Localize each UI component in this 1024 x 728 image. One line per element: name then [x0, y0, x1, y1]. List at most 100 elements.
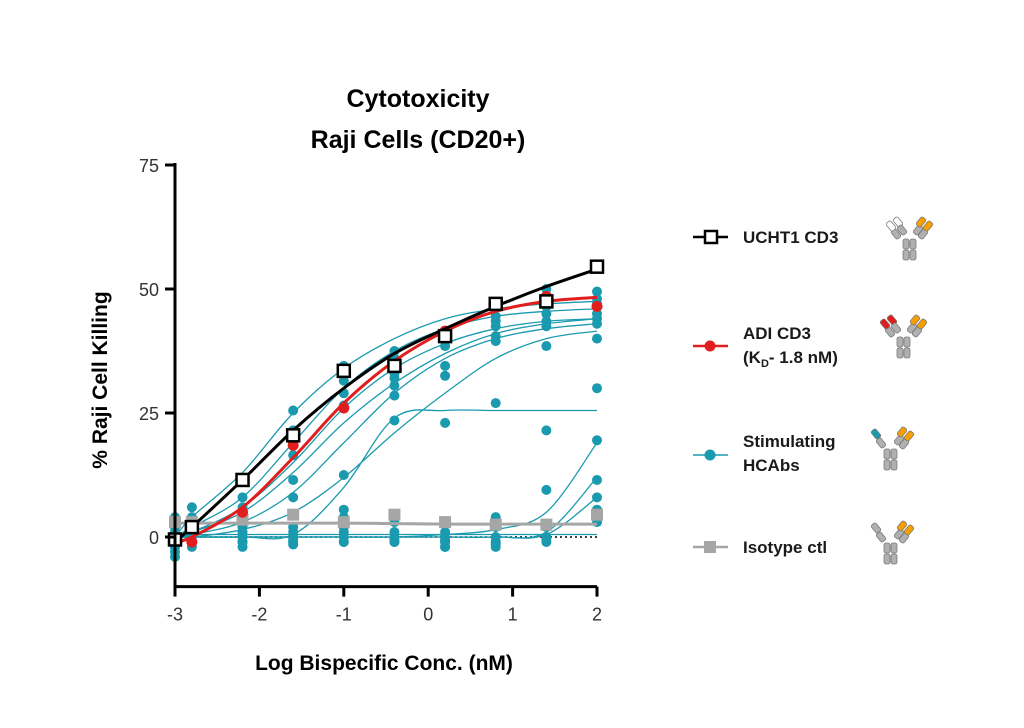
x-tick-label: 2	[592, 605, 602, 625]
hcab-data-point	[592, 435, 602, 446]
adi-cd3-data-point	[237, 506, 249, 518]
hcab-data-point	[288, 474, 299, 485]
plot-area	[167, 259, 605, 562]
hcab-data-point	[541, 484, 552, 495]
chart-title-line-2: Raji Cells (CD20+)	[311, 126, 526, 154]
hcab-data-point	[592, 474, 602, 485]
antibody-isotype-icon	[870, 520, 915, 565]
isotype-data-point	[287, 508, 300, 521]
hcab-data-point	[440, 360, 451, 371]
hcab-fit-curve	[174, 308, 598, 538]
legend-marker-gray-square	[704, 541, 716, 553]
x-tick-label: 0	[423, 605, 433, 625]
chart-title-line-1: Cytotoxicity	[346, 85, 489, 113]
hcab-data-point	[490, 336, 501, 347]
isotype-data-point	[540, 518, 553, 531]
ucht1-cd3-data-point	[184, 519, 200, 535]
chart-title: Cytotoxicity Raji Cells (CD20+)	[311, 85, 526, 154]
hcab-data-point	[237, 492, 248, 503]
adi-cd3-fit-curve	[174, 295, 598, 544]
hcab-data-point	[592, 333, 602, 344]
isotype-data-point	[591, 508, 603, 521]
hcab-data-point	[389, 390, 400, 401]
y-tick-label: 0	[149, 528, 159, 548]
hcab-data-point	[440, 534, 451, 545]
isotype-data-point	[337, 516, 350, 529]
x-tick-label: -3	[167, 605, 183, 625]
hcab-data-point	[490, 541, 501, 552]
hcab-data-point	[237, 536, 248, 547]
isotype-data-point	[439, 516, 452, 529]
antibody-hcab-icon	[870, 426, 915, 471]
hcab-data-point	[490, 398, 501, 409]
antibody-adi-icon	[879, 314, 928, 359]
isotype-data-point	[489, 518, 502, 531]
legend: UCHT1 CD3 ADI CD3 (KD- 1.8 nM) Stimulating H…	[693, 216, 934, 565]
legend-marker-open-square	[703, 229, 719, 245]
legend-marker-red-circle	[704, 340, 716, 352]
hcab-data-point	[338, 504, 349, 515]
legend-label-hcabs-line-2: HCAbs	[743, 456, 800, 475]
hcab-data-point	[389, 373, 400, 384]
hcab-data-point	[288, 405, 299, 416]
legend-label-isotype-ctl: Isotype ctl	[743, 538, 827, 557]
hcab-data-point	[440, 417, 451, 428]
hcab-data-point	[338, 470, 349, 480]
legend-marker-teal-circle	[704, 449, 716, 461]
hcab-data-point	[440, 370, 451, 381]
ucht1-cd3-data-point	[488, 296, 503, 312]
hcab-data-point	[541, 534, 552, 545]
legend-label-ucht1-cd3: UCHT1 CD3	[743, 228, 838, 247]
hcab-data-point	[389, 415, 400, 426]
ucht1-cd3-fit-curve	[174, 267, 598, 544]
x-tick-label: -1	[336, 605, 352, 625]
hcab-data-point	[592, 492, 602, 503]
hcab-data-point	[541, 341, 552, 352]
legend-label-adi-cd3-line-1: ADI CD3	[743, 324, 811, 343]
hcab-data-point	[288, 450, 299, 461]
ucht1-cd3-data-point	[285, 428, 301, 443]
hcab-fit-curve	[174, 300, 598, 538]
x-tick-label: -2	[251, 605, 267, 625]
hcab-data-point	[288, 492, 299, 503]
y-tick-label: 25	[139, 404, 159, 424]
ucht1-cd3-data-point	[235, 472, 250, 488]
y-axis-title: % Raji Cell Killing	[89, 291, 112, 468]
hcab-data-point	[389, 536, 400, 547]
hcab-data-point	[592, 383, 602, 394]
hcab-data-point	[338, 375, 349, 386]
ucht1-cd3-data-point	[589, 259, 605, 274]
legend-label-hcabs-line-1: Stimulating	[743, 432, 836, 451]
adi-cd3-data-point	[591, 300, 603, 312]
adi-cd3-data-point	[338, 402, 350, 414]
ucht1-cd3-data-point	[336, 363, 352, 379]
adi-cd3-data-point	[186, 536, 198, 548]
isotype-data-point	[388, 508, 401, 521]
hcab-data-point	[288, 539, 299, 550]
x-tick-label: 1	[508, 605, 518, 625]
legend-label-adi-cd3-line-2: (KD- 1.8 nM)	[743, 348, 838, 370]
hcab-data-point	[592, 286, 602, 297]
legend-item-stimulating-hcabs: Stimulating HCAbs	[693, 426, 915, 475]
hcab-data-point	[389, 380, 400, 391]
hcab-fit-curve	[174, 323, 598, 538]
hcab-data-point	[490, 321, 501, 332]
legend-item-isotype-ctl: Isotype ctl	[693, 520, 915, 565]
hcab-data-point	[186, 502, 197, 513]
hcab-fit-curve	[174, 318, 598, 538]
y-tick-label: 75	[139, 156, 159, 176]
axes: 0 25 50 75 -3 -2 -1 0 1 2	[139, 156, 602, 625]
hcab-data-point	[541, 308, 552, 319]
antibody-ucht1-icon	[885, 216, 934, 261]
x-axis-title: Log Bispecific Conc. (nM)	[255, 652, 513, 675]
legend-item-ucht1-cd3: UCHT1 CD3	[693, 216, 934, 261]
legend-item-adi-cd3: ADI CD3 (KD- 1.8 nM)	[693, 314, 928, 370]
hcab-fit-curve	[174, 318, 598, 538]
y-tick-label: 50	[139, 280, 159, 300]
hcab-data-point	[541, 425, 552, 436]
ucht1-cd3-data-point	[539, 294, 554, 309]
hcab-data-point	[338, 536, 349, 547]
hcab-fit-curve	[175, 496, 598, 539]
hcab-data-point	[440, 341, 451, 352]
